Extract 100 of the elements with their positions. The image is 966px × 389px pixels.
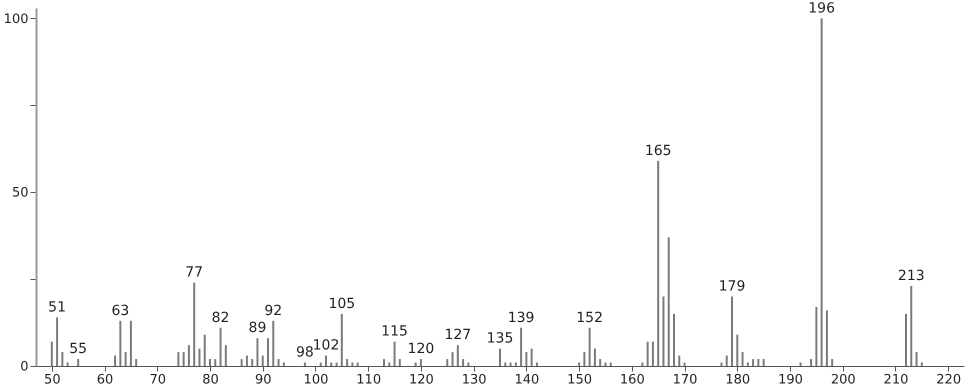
annotation: 196	[808, 0, 836, 16]
bar	[388, 362, 390, 366]
bar	[905, 314, 907, 366]
bar	[356, 362, 359, 366]
x-tick-label: 180	[725, 372, 750, 388]
bar	[61, 352, 64, 366]
bar	[325, 356, 327, 366]
bar	[182, 352, 185, 366]
x-tick-label: 80	[202, 372, 219, 388]
bar	[351, 362, 354, 366]
bar	[673, 314, 675, 366]
bar	[530, 348, 533, 366]
y-tick-label: 0	[20, 360, 28, 374]
bar	[135, 359, 138, 366]
bar	[467, 362, 470, 366]
annotation: 98	[296, 344, 314, 361]
bar	[820, 18, 823, 366]
bar	[188, 345, 190, 366]
annotation: 51	[48, 299, 66, 316]
x-tick-label: 50	[44, 372, 61, 388]
x-tick-label: 200	[830, 372, 856, 388]
bar	[198, 348, 200, 366]
bar	[304, 362, 306, 366]
annotation: 120	[408, 341, 434, 358]
y-tick-label: 50	[12, 186, 28, 201]
bar	[267, 338, 269, 366]
bar	[678, 356, 680, 366]
x-tick-label: 160	[620, 372, 645, 388]
x-tick-label: 120	[408, 372, 434, 388]
bar	[272, 320, 274, 366]
bar	[414, 362, 417, 366]
bar	[810, 359, 812, 366]
bar	[346, 359, 348, 366]
bar	[66, 362, 69, 366]
bar	[594, 348, 596, 366]
bar	[251, 359, 254, 366]
bar	[578, 362, 580, 366]
bar	[224, 345, 227, 366]
bar	[56, 317, 58, 366]
bar	[588, 328, 591, 366]
bar	[278, 359, 280, 366]
bar	[525, 352, 528, 366]
bar	[114, 356, 116, 366]
bar	[604, 362, 606, 366]
bar	[398, 359, 401, 366]
bar	[641, 362, 644, 366]
annotation: 127	[444, 327, 472, 344]
x-tick-label: 110	[356, 372, 382, 388]
bar	[720, 362, 722, 366]
bar	[336, 362, 338, 366]
bar	[446, 359, 448, 366]
bar	[826, 310, 828, 366]
annotation: 135	[486, 330, 514, 347]
bar	[831, 359, 834, 366]
bar	[383, 359, 385, 366]
bar	[214, 359, 216, 366]
bar	[209, 359, 211, 366]
annotation: 63	[111, 302, 130, 319]
x-tick-label: 150	[567, 372, 592, 388]
bar	[746, 362, 749, 366]
bar	[462, 359, 464, 366]
bar	[684, 362, 686, 366]
bar	[504, 362, 506, 366]
bar	[662, 296, 664, 366]
bar	[757, 359, 760, 366]
bar	[193, 282, 196, 366]
x-tick-label: 210	[884, 372, 908, 388]
bar	[452, 352, 454, 366]
x-tick-label: 190	[778, 372, 803, 388]
bar	[262, 356, 264, 366]
bar	[536, 362, 538, 366]
x-tick-label: 130	[462, 372, 487, 388]
bar	[499, 348, 501, 366]
bar	[583, 352, 586, 366]
bar	[920, 362, 923, 366]
bar	[320, 362, 322, 366]
bar	[124, 352, 127, 366]
x-tick-label: 170	[672, 372, 698, 388]
x-tick-label: 70	[150, 372, 166, 388]
bar	[420, 359, 422, 366]
bar	[652, 342, 654, 366]
bar	[731, 296, 733, 366]
bar	[910, 286, 912, 366]
bar	[256, 338, 258, 366]
annotation: 77	[185, 264, 204, 281]
annotation: 165	[644, 142, 672, 159]
annotation: 55	[69, 341, 88, 358]
annotation: 179	[718, 278, 746, 294]
bar	[282, 362, 285, 366]
bar	[762, 359, 765, 366]
bar	[916, 352, 918, 366]
bar	[514, 362, 517, 366]
bar	[599, 359, 602, 366]
bar	[50, 342, 53, 366]
annotation: 139	[508, 310, 534, 326]
bar	[520, 328, 522, 366]
x-tick-label: 60	[96, 372, 114, 388]
bar	[204, 334, 206, 366]
bar	[815, 306, 818, 366]
annotation: 115	[381, 324, 408, 340]
